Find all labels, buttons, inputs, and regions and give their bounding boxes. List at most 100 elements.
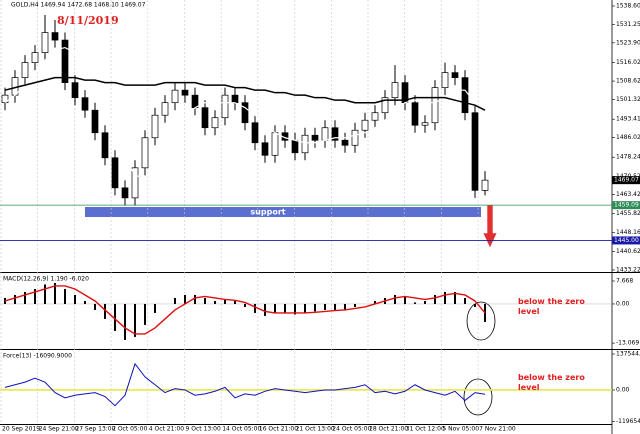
moving-average <box>4 76 486 111</box>
macd-bar <box>154 303 156 313</box>
candle-body <box>141 137 149 169</box>
macd-bar <box>324 303 326 310</box>
macd-bar <box>124 303 126 340</box>
x-tick-label: 5 Nov 05:00 <box>442 426 479 433</box>
candle-body <box>131 167 139 199</box>
macd-bar <box>294 303 296 315</box>
x-tick-label: 21 Oct 13:00 <box>296 426 335 433</box>
candle-body <box>321 127 329 141</box>
macd-bar <box>314 303 316 312</box>
x-tick-label: 4 Oct 21:00 <box>149 426 184 433</box>
y-tick-label: 1448.16 <box>616 229 640 236</box>
y-tick-label: 137544.93 <box>616 350 640 357</box>
x-tick-label: 16 Oct 21:00 <box>259 426 298 433</box>
y-tick-label: 0.00 <box>616 300 630 307</box>
macd-bar <box>284 303 286 313</box>
candle-body <box>381 97 389 114</box>
macd-bar <box>104 303 106 319</box>
candle-body <box>271 132 279 156</box>
candle-body <box>361 119 369 131</box>
candle-body <box>191 94 199 109</box>
macd-bar <box>434 294 436 304</box>
macd-bar <box>474 303 476 307</box>
price-level-label: 1445.00 <box>614 237 639 244</box>
macd-bar <box>114 303 116 331</box>
macd-bar <box>464 297 466 304</box>
current-price-label: 1469.07 <box>614 177 639 184</box>
macd-bar <box>84 300 86 304</box>
candle-body <box>81 97 89 111</box>
y-tick-label: 1486.02 <box>616 134 640 141</box>
candle-body <box>41 32 49 53</box>
candle-body <box>201 107 209 129</box>
date-annotation: 8/11/2019 <box>57 14 119 27</box>
candle-body <box>181 89 189 96</box>
macd-bar <box>334 303 336 310</box>
y-tick-label: 1463.42 <box>616 191 640 198</box>
candle-body <box>221 94 229 119</box>
macd-bar <box>344 303 346 310</box>
candle-body <box>431 87 439 124</box>
x-tick-label: 20 Sep 2019 <box>2 426 40 433</box>
candle-body <box>121 187 129 199</box>
candle-body <box>331 127 339 141</box>
x-tick-label: 9 Oct 13:00 <box>186 426 221 433</box>
y-tick-label: -119654.4 <box>616 418 640 425</box>
macd-bar <box>174 297 176 304</box>
candle-body <box>421 122 429 126</box>
candle-body <box>481 179 489 191</box>
candle-body <box>91 109 99 134</box>
moving-average <box>4 46 486 179</box>
macd-bar <box>144 303 146 325</box>
highlight-circle <box>466 301 496 341</box>
candle-body <box>241 102 249 124</box>
support-zone <box>85 207 481 217</box>
candle-body <box>301 134 309 154</box>
y-tick-label: 1501.32 <box>616 96 640 103</box>
macd-bar <box>234 300 236 304</box>
candle-body <box>111 157 119 189</box>
panel-title: Force(13) -16090.9000 <box>3 353 72 360</box>
y-tick-label: -13.069 <box>616 340 639 347</box>
macd-bar <box>24 291 26 304</box>
macd-bar <box>444 291 446 304</box>
chart-title: GOLD,H4 1469.94 1472.68 1468.10 1469.07 <box>11 2 146 9</box>
macd-bar <box>424 300 426 304</box>
macd-bar <box>54 282 56 304</box>
price-level-label: 1459.09 <box>614 202 639 209</box>
candle-body <box>451 72 459 78</box>
macd-bar <box>14 294 16 304</box>
macd-bar <box>244 303 246 307</box>
y-tick-label: 1538.60 <box>616 3 640 10</box>
macd-bar <box>354 303 356 307</box>
macd-bar <box>374 300 376 304</box>
macd-bar <box>134 303 136 337</box>
y-tick-label: 7.668 <box>616 277 633 284</box>
candle-body <box>371 112 379 121</box>
x-tick-label: 7 Nov 21:00 <box>479 426 516 433</box>
candle-body <box>391 82 399 99</box>
x-tick-label: 31 Oct 12:00 <box>406 426 445 433</box>
macd-bar <box>264 303 266 316</box>
macd-bar <box>224 299 226 304</box>
macd-bar <box>204 297 206 304</box>
candle-body <box>211 117 219 129</box>
macd-bar <box>74 294 76 304</box>
y-tick-label: 1516.02 <box>616 59 640 66</box>
candle-body <box>341 139 349 146</box>
candle-body <box>151 114 159 139</box>
macd-bar <box>274 303 276 313</box>
candle-body <box>251 122 259 144</box>
y-tick-label: 1433.22 <box>616 266 640 273</box>
candle-body <box>411 102 419 126</box>
x-tick-label: 2 Oct 05:00 <box>112 426 147 433</box>
force-annotation: below the zero level <box>518 373 585 392</box>
current-price-box <box>612 176 640 185</box>
macd-bar <box>414 302 416 304</box>
y-tick-label: 1531.25 <box>616 21 640 28</box>
macd-bar <box>94 303 96 310</box>
macd-bar <box>34 288 36 304</box>
macd-bar <box>194 294 196 304</box>
